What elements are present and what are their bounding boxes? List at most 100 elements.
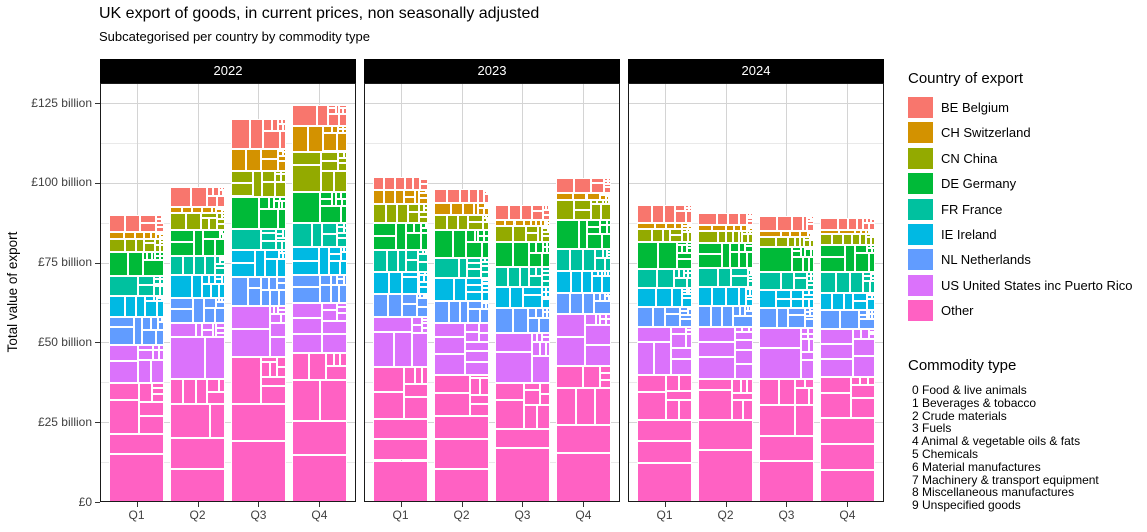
commodity-cell [608, 295, 611, 301]
commodity-cell [599, 293, 605, 301]
country-band-IE [698, 286, 753, 306]
commodity-cell [270, 337, 286, 357]
commodity-cell [812, 230, 815, 234]
commodity-cell [658, 241, 677, 270]
country-band-Other [759, 379, 814, 502]
commodity-cell [417, 293, 421, 299]
commodity-cell [274, 306, 279, 314]
commodity-cell [748, 306, 751, 311]
commodity-cell [663, 205, 675, 223]
commodity-item-9: 9 Unspecified goods [912, 498, 1021, 513]
commodity-cell [541, 332, 550, 338]
commodity-cell [866, 295, 873, 299]
commodity-cell [804, 240, 810, 247]
commodity-cell [482, 217, 487, 223]
commodity-cell [419, 176, 423, 180]
commodity-cell [469, 404, 489, 417]
commodity-cell [423, 274, 428, 283]
country-band-DE [495, 241, 550, 267]
bar-2022-Q2 [170, 83, 226, 502]
commodity-cell [541, 299, 550, 309]
commodity-cell [142, 259, 164, 276]
commodity-cell [543, 205, 547, 211]
facet-strip-2023: 2023 [364, 59, 620, 83]
commodity-cell [216, 224, 225, 231]
country-band-CH [434, 203, 490, 216]
commodity-cell [209, 404, 225, 438]
x-tick-mark [786, 502, 788, 507]
commodity-cell [155, 223, 164, 228]
commodity-cell [742, 326, 749, 333]
commodity-cell [320, 171, 335, 192]
commodity-cell [387, 250, 398, 272]
commodity-cell [597, 200, 603, 205]
commodity-cell [687, 247, 692, 253]
commodity-cell [637, 205, 653, 223]
commodity-cell [698, 268, 718, 287]
commodity-cell [851, 397, 875, 418]
commodity-cell [144, 238, 156, 243]
commodity-cell [463, 203, 474, 216]
commodity-cell [788, 236, 795, 247]
commodity-cell [320, 151, 339, 162]
commodity-cell [677, 241, 688, 245]
commodity-cell [319, 247, 330, 276]
commodity-cell [726, 286, 739, 306]
commodity-cell [666, 391, 692, 400]
commodity-cell [872, 247, 875, 254]
commodity-cell [155, 238, 161, 245]
commodity-cell [336, 302, 347, 308]
commodity-cell [170, 309, 194, 324]
commodity-cell [205, 255, 216, 276]
commodity-cell [219, 234, 223, 240]
facet-strip-2022: 2022 [100, 59, 356, 83]
country-band-US [109, 344, 164, 383]
commodity-cell [520, 205, 533, 221]
country-band-BE [292, 104, 347, 126]
x-tick-mark [522, 502, 524, 507]
commodity-cell [548, 205, 551, 211]
commodity-cell [160, 234, 164, 237]
commodity-cell [170, 212, 187, 231]
commodity-cell [522, 287, 542, 296]
country-band-Other [231, 356, 286, 502]
commodity-cell [873, 233, 876, 237]
commodity-cell [404, 383, 428, 397]
country-band-US [495, 332, 550, 383]
gridline-minor [628, 302, 884, 304]
commodity-cell [759, 290, 776, 309]
commodity-cell [467, 258, 481, 263]
commodity-cell [247, 287, 262, 306]
commodity-cell [404, 190, 415, 197]
commodity-cell [605, 313, 611, 320]
commodity-cell [725, 230, 734, 243]
commodity-cell [155, 252, 161, 256]
country-band-Other [495, 382, 550, 502]
commodity-cell [137, 344, 153, 350]
commodity-cell [137, 349, 153, 361]
commodity-cell [513, 308, 528, 333]
country-band-BE [495, 205, 551, 221]
commodity-cell [698, 224, 713, 231]
commodity-cell [790, 298, 804, 309]
commodity-cell [569, 293, 583, 314]
gridline-major [100, 422, 356, 424]
commodity-cell [872, 314, 875, 320]
commodity-cell [481, 241, 489, 259]
commodity-cell [807, 218, 811, 222]
commodity-cell [870, 219, 875, 223]
commodity-cell [469, 188, 478, 204]
commodity-cell [685, 210, 692, 223]
commodity-cell [594, 293, 600, 301]
gridline-minor [628, 222, 884, 224]
commodity-cell [421, 316, 428, 320]
commodity-cell [591, 275, 602, 294]
commodity-cell [418, 261, 428, 272]
commodity-cell [820, 470, 875, 502]
legend-label-Other: Other [941, 303, 974, 319]
commodity-cell [820, 233, 832, 246]
country-band-IE [637, 288, 692, 307]
commodity-cell [820, 217, 838, 231]
panel-2023 [364, 83, 620, 502]
